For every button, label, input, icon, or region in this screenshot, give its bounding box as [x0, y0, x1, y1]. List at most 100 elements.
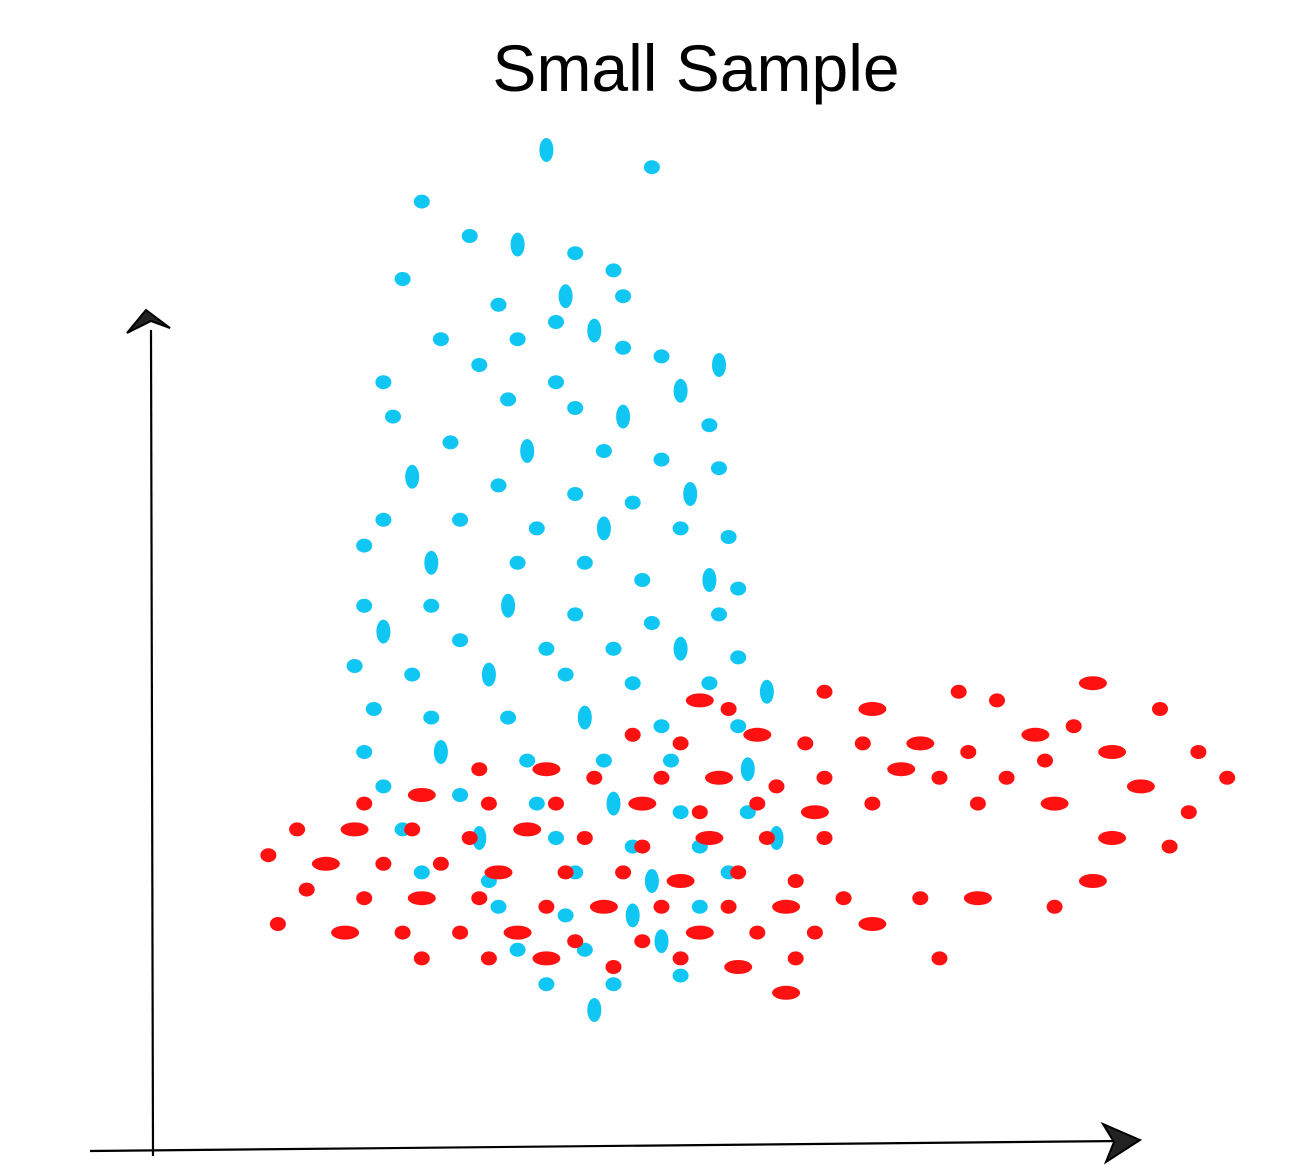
data-point [528, 796, 545, 811]
data-point [432, 856, 449, 871]
data-point [730, 865, 747, 880]
data-point [605, 641, 622, 656]
data-point [634, 934, 651, 949]
data-point [768, 779, 785, 794]
data-point [1078, 676, 1107, 691]
data-point [816, 684, 833, 699]
data-point [269, 917, 286, 931]
data-point [1180, 805, 1197, 820]
data-point [576, 831, 593, 845]
data-point [589, 899, 618, 914]
data-point [615, 289, 632, 304]
data-point [672, 736, 689, 751]
data-point [375, 375, 392, 390]
data-point [548, 796, 564, 811]
data-point [407, 891, 436, 906]
data-point [356, 891, 373, 906]
data-point [413, 951, 430, 966]
data-point [331, 925, 360, 940]
data-point [510, 232, 525, 257]
data-point [557, 908, 574, 923]
data-point [490, 899, 507, 914]
data-point [724, 960, 753, 974]
data-point [407, 788, 436, 802]
data-point [864, 796, 881, 811]
data-point [356, 538, 373, 553]
data-point [528, 521, 545, 536]
data-point [433, 740, 448, 764]
points-layer [260, 138, 1236, 1022]
data-point [758, 831, 775, 845]
data-point [538, 977, 555, 992]
data-point [509, 332, 526, 347]
data-point [423, 710, 440, 725]
data-point [605, 977, 622, 992]
data-point [539, 138, 554, 162]
data-point [800, 805, 829, 820]
data-point [720, 530, 737, 544]
data-point [375, 779, 392, 794]
data-point [558, 284, 573, 309]
data-point [858, 702, 887, 716]
data-point [950, 684, 967, 699]
data-point [567, 401, 584, 415]
data-point [743, 727, 772, 742]
data-point [720, 702, 737, 716]
y-axis [126, 308, 171, 1157]
data-point [963, 891, 992, 906]
data-point [769, 826, 784, 850]
data-point [557, 865, 574, 880]
data-point [634, 839, 651, 854]
data-point [701, 418, 718, 433]
data-point [340, 822, 369, 837]
data-point [720, 899, 737, 914]
data-point [615, 340, 632, 355]
data-point [394, 925, 411, 940]
data-point [471, 762, 488, 777]
data-point [711, 607, 727, 622]
data-point [685, 925, 714, 940]
data-point [298, 882, 315, 897]
data-point [816, 770, 833, 785]
data-point [931, 951, 948, 966]
data-point [653, 770, 670, 785]
data-point [672, 805, 689, 820]
data-point [673, 378, 688, 403]
series-1 [260, 676, 1236, 1000]
data-point [835, 891, 852, 906]
data-point [576, 942, 593, 957]
data-point [787, 874, 804, 888]
data-point [606, 791, 621, 816]
data-point [557, 667, 574, 682]
data-point [672, 521, 689, 536]
data-point [711, 461, 727, 476]
data-point [998, 770, 1015, 785]
data-point [643, 160, 660, 175]
data-point [500, 392, 517, 407]
data-point [586, 770, 603, 785]
data-point [576, 555, 593, 570]
data-point [1037, 753, 1053, 768]
data-point [567, 607, 584, 622]
data-point [1126, 779, 1155, 794]
data-point [634, 573, 651, 587]
data-point [1021, 727, 1050, 742]
data-point [1065, 719, 1082, 734]
data-point [624, 727, 641, 742]
y-axis-arrow-icon [126, 308, 171, 334]
data-point [1040, 796, 1069, 811]
data-point [503, 925, 532, 940]
data-point [1098, 745, 1127, 759]
data-point [628, 796, 657, 811]
data-point [567, 934, 584, 949]
data-point [500, 710, 517, 725]
data-point [452, 788, 469, 802]
data-point [625, 903, 640, 928]
data-point [666, 874, 695, 888]
data-point [452, 512, 469, 527]
data-point [432, 332, 449, 347]
data-point [644, 869, 659, 893]
data-point [311, 856, 340, 871]
data-point [480, 951, 497, 966]
